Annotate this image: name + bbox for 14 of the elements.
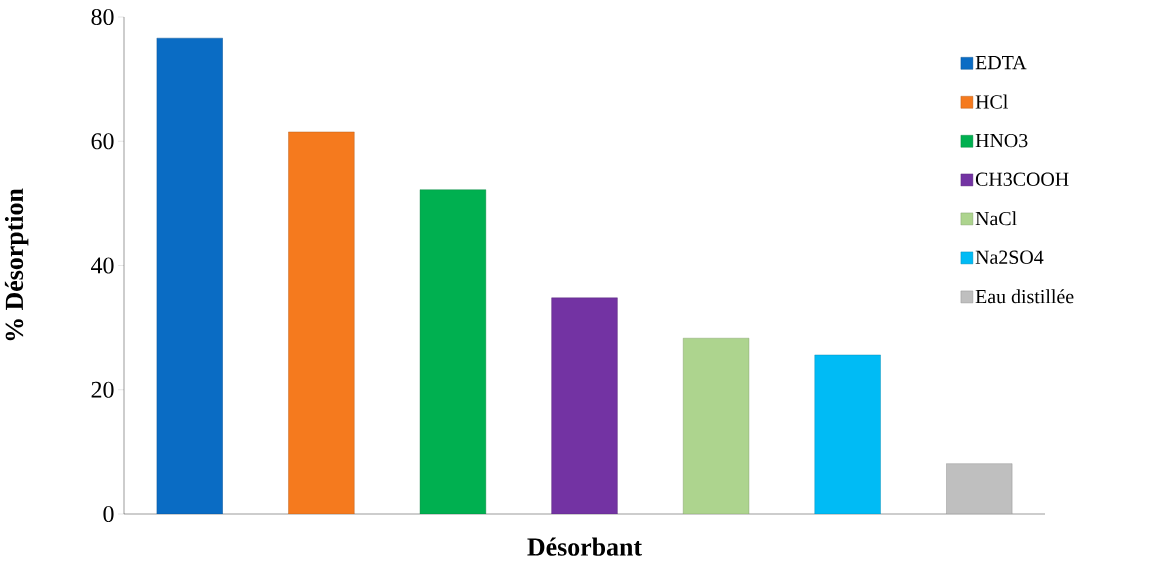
legend-label: CH3COOH (975, 172, 1069, 186)
legend-label: EDTA (975, 55, 1027, 70)
legend-label: Na2SO4 (975, 250, 1044, 264)
y-tick-label: 0 (103, 505, 114, 523)
legend-label: Eau distillée (975, 289, 1074, 304)
y-tick-label: 60 (91, 133, 114, 150)
legend-label: HCl (975, 94, 1008, 109)
legend-label: HNO3 (975, 133, 1028, 148)
x-axis-title: Désorbant (527, 537, 642, 556)
y-tick-label: 80 (91, 8, 114, 26)
y-axis-title: % Désorption (4, 188, 29, 341)
y-tick-label: 40 (91, 257, 114, 274)
y-tick-label: 20 (91, 381, 114, 398)
legend-label: NaCl (975, 211, 1017, 226)
